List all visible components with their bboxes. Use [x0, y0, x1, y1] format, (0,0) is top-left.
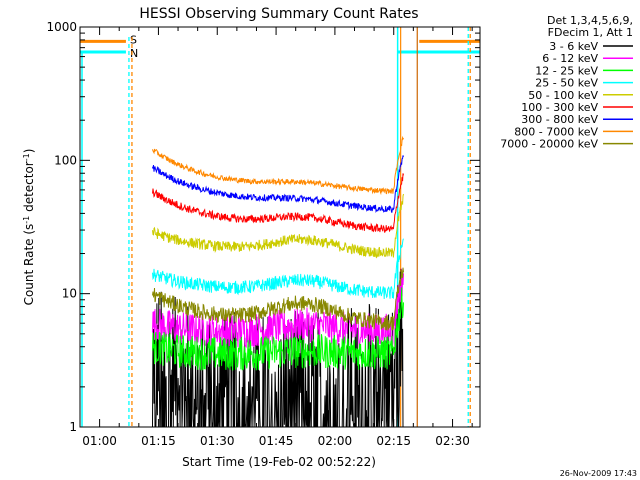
x-tick-label-4: 02:00 [318, 434, 353, 448]
y-axis-label: Count Rate (s-1 detector-1) [22, 149, 37, 306]
y-tick-label-0: 1 [69, 420, 77, 434]
x-tick-label-1: 01:15 [141, 434, 176, 448]
series-line-2 [152, 287, 404, 371]
x-tick-label-0: 01:00 [82, 434, 117, 448]
y-tick-label-3: 1000 [46, 20, 77, 34]
legend-label-8: 7000 - 20000 keV [500, 138, 598, 151]
legend-label-2: 12 - 25 keV [535, 64, 598, 77]
series-line-3 [152, 238, 404, 300]
legend: Det 1,3,4,5,6,9, FDecim 1, Att 1 3 - 6 k… [500, 14, 633, 151]
x-tick-label-5: 02:15 [376, 434, 411, 448]
x-axis-label: Start Time (19-Feb-02 00:52:22) [182, 455, 376, 469]
legend-header-line-1: Det 1,3,4,5,6,9, [547, 14, 633, 27]
legend-header-line-2: FDecim 1, Att 1 [548, 26, 633, 39]
legend-label-6: 300 - 800 keV [521, 113, 598, 126]
y-axis-ticks: 1 10 100 1000 [46, 20, 480, 434]
plot-frame [79, 26, 481, 428]
flag-s-label: S [130, 33, 137, 46]
x-tick-label-6: 02:30 [435, 434, 470, 448]
series-line-8 [152, 267, 404, 331]
x-tick-label-2: 01:30 [200, 434, 235, 448]
series-line-6 [152, 155, 404, 214]
legend-label-1: 6 - 12 keV [542, 52, 598, 65]
x-axis-ticks: 01:00 01:15 01:30 01:45 02:00 02:15 02:30 [79, 27, 473, 448]
chart-title: HESSI Observing Summary Count Rates [139, 6, 418, 22]
series-line-4 [152, 193, 404, 259]
y-tick-label-1: 10 [62, 287, 77, 301]
legend-label-4: 50 - 100 keV [528, 89, 598, 102]
series-line-1 [152, 268, 404, 349]
x-tick-label-3: 01:45 [259, 434, 294, 448]
legend-label-7: 800 - 7000 keV [514, 125, 598, 138]
legend-label-5: 100 - 300 keV [521, 101, 598, 114]
series-line-7 [152, 135, 404, 196]
y-tick-label-2: 100 [54, 153, 77, 167]
plot-timestamp: 26-Nov-2009 17:43 [560, 469, 637, 478]
legend-label-3: 25 - 50 keV [535, 77, 598, 90]
series-line-5 [152, 173, 404, 233]
flag-n-label: N [130, 47, 138, 60]
legend-label-0: 3 - 6 keV [549, 40, 598, 53]
